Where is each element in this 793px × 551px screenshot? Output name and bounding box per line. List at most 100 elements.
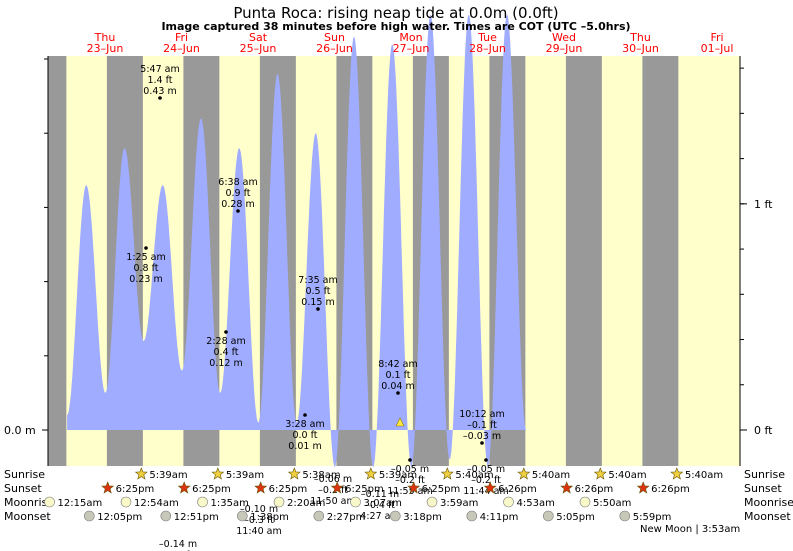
sunrise-time: 5:40am (532, 470, 570, 481)
sunrise-icon (440, 467, 454, 480)
moonrise-icon (579, 496, 591, 508)
extreme-label: 11:40 am (236, 526, 281, 537)
left-tick-label: 0.0 m (4, 424, 36, 437)
extreme-label: 0.04 m (381, 381, 414, 392)
extreme-label: –0.05 m (467, 464, 505, 475)
sunrise-icon (593, 467, 607, 480)
extreme-marker (158, 96, 162, 100)
extreme-label: –0.2 ft (395, 475, 425, 486)
extreme-marker (303, 413, 307, 417)
extreme-label: 4:27 am (360, 511, 399, 522)
day-label: Wed (552, 31, 576, 44)
moonset-row-label-right: Moonset (744, 510, 791, 523)
sunset-time: 6:26pm (575, 484, 614, 495)
extreme-marker (316, 307, 320, 311)
day-label: Sat (249, 31, 268, 44)
extreme-label: 0.4 ft (213, 347, 238, 358)
date-label: 23–Jun (87, 42, 124, 55)
sunrise-time: 5:40am (685, 470, 723, 481)
sunrise-time: 5:38am (302, 470, 340, 481)
sunset-row-label-right: Sunset (744, 482, 782, 495)
sunset-time: 6:25pm (422, 484, 461, 495)
night-band (48, 56, 67, 466)
extreme-marker (144, 246, 148, 250)
extreme-label: 3:28 am (285, 419, 324, 430)
sunrise-icon (211, 467, 225, 480)
moonrise-icon (197, 496, 208, 508)
sunrise-time: 5:39am (149, 470, 187, 481)
moonrise-icon (350, 496, 361, 508)
extreme-label: 5:47 am (140, 64, 179, 75)
sunset-icon (636, 481, 650, 494)
extreme-label: –0.1 ft (467, 420, 497, 431)
moonset-icon (84, 510, 95, 522)
sunset-icon (254, 481, 268, 494)
extreme-label: 0.8 ft (133, 263, 158, 274)
extreme-label: –0.06 m (314, 474, 352, 485)
moonset-icon (543, 510, 554, 522)
sunrise-icon (364, 467, 378, 480)
sunset-icon (177, 481, 191, 494)
plot-layer (47, 14, 741, 468)
moonset-icon (466, 510, 478, 522)
moonrise-icon (273, 496, 285, 508)
extreme-label: –0.05 m (391, 464, 429, 475)
moonset-time: 5:59pm (633, 512, 672, 523)
day-label: Fri (710, 31, 723, 44)
extreme-label: 0.15 m (301, 297, 334, 308)
date-label: 30–Jun (622, 42, 659, 55)
extreme-label: 11:50 am (310, 496, 355, 507)
moonrise-time: 3:59am (440, 498, 478, 509)
day-label: Mon (399, 31, 422, 44)
night-band (565, 56, 602, 466)
extreme-label: –0.2 ft (318, 485, 348, 496)
extreme-marker (396, 391, 400, 395)
sunrise-icon (670, 467, 684, 480)
sunset-time: 6:25pm (192, 484, 231, 495)
left-axis: 0.0 m (4, 58, 48, 437)
moonset-time: 12:51pm (174, 512, 219, 523)
date-label: 24–Jun (163, 42, 200, 55)
extremes-layer: 5:47 am1.4 ft0.43 m 1:25 am0.8 ft0.23 m 6:… (126, 64, 508, 551)
moonrise-time: 4:53am (517, 498, 555, 509)
date-label: 25–Jun (240, 42, 277, 55)
sunset-icon (330, 481, 344, 494)
extreme-label: –0.10 m (240, 504, 278, 515)
extreme-label: 0.0 ft (292, 430, 317, 441)
moonset-time: 2:27pm (327, 512, 366, 523)
sunrise-row-label: Sunrise (4, 468, 45, 481)
sunset-icon (101, 481, 115, 494)
chart-title: Punta Roca: rising neap tide at 0.0m (0.… (233, 4, 558, 22)
moonrise-row-label-right: Moonrise (744, 496, 793, 509)
sunset-icon (407, 481, 421, 494)
extreme-label: 0.01 m (288, 441, 321, 452)
extreme-marker (484, 458, 488, 462)
moonrise-time: 3:07am (364, 498, 402, 509)
day-label: Fri (175, 31, 188, 44)
moonrise-time: 5:50am (593, 498, 631, 509)
extreme-marker (224, 330, 228, 334)
extreme-label: –0.14 m (159, 539, 197, 550)
date-label: 01–Jul (701, 42, 734, 55)
sunrise-row-label-right: Sunrise (744, 468, 785, 481)
extreme-label: 8:42 am (378, 359, 417, 370)
moonrise-time: 12:54am (134, 498, 179, 509)
moonrise-time: 12:15am (58, 498, 103, 509)
moonset-icon (619, 510, 631, 522)
tide-area (67, 14, 538, 468)
extreme-label: 1:25 am (126, 252, 165, 263)
moonset-row-label: Moonset (4, 510, 51, 523)
extreme-label: 0.23 m (129, 274, 162, 285)
moonset-icon (160, 510, 172, 522)
extreme-label: –0.03 m (463, 431, 501, 442)
extreme-marker (236, 209, 240, 213)
sunrise-time: 5:40am (608, 470, 646, 481)
extreme-marker (480, 441, 484, 445)
sunset-icon (483, 481, 497, 494)
sunrise-icon (134, 467, 148, 480)
right-axis: 1 ft 0 ft (740, 67, 773, 437)
moonset-icon (237, 510, 248, 522)
chart-subtitle: Image captured 38 minutes before high wa… (161, 20, 630, 33)
moonrise-icon (503, 496, 514, 508)
day-label: Thu (629, 31, 651, 44)
